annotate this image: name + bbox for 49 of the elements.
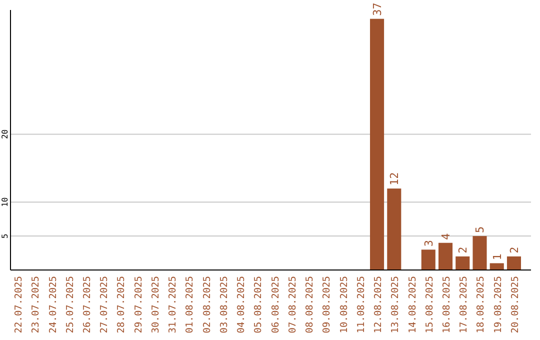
x-tick-label: 01.08.2025 (184, 276, 196, 334)
x-tick-label: 31.07.2025 (168, 276, 179, 334)
bar (387, 188, 402, 270)
x-tick-label: 09.08.2025 (322, 276, 333, 334)
x-tick-label: 02.08.2025 (202, 276, 213, 334)
y-tick-label: 5 (0, 233, 10, 238)
data-label: 2 (456, 246, 470, 254)
x-tick-label: 28.07.2025 (116, 276, 128, 334)
bar (506, 256, 521, 270)
bar (456, 256, 470, 270)
x-tick-label: 29.07.2025 (133, 276, 144, 334)
x-tick-label: 16.08.2025 (442, 276, 453, 334)
data-label: 1 (490, 254, 504, 260)
x-tick-label: 05.08.2025 (253, 276, 264, 334)
x-tick-label: 15.08.2025 (424, 276, 436, 334)
x-tick-label: 06.08.2025 (270, 276, 282, 334)
x-tick-label: 22.07.2025 (14, 276, 25, 334)
x-tick-label: 19.08.2025 (492, 276, 504, 334)
x-tick-label: 24.07.2025 (48, 276, 59, 334)
x-tick-label: 30.07.2025 (150, 276, 162, 334)
x-tick-label: 25.07.2025 (64, 276, 76, 334)
y-tick-label: 10 (0, 197, 10, 207)
x-tick-label: 17.08.2025 (458, 276, 470, 334)
x-tick-label: 12.08.2025 (373, 276, 384, 334)
bar (421, 250, 436, 270)
bar (490, 263, 504, 270)
data-label: 12 (388, 172, 402, 186)
x-tick-label: 07.08.2025 (287, 276, 298, 334)
x-tick-label: 10.08.2025 (338, 276, 350, 334)
bar (438, 242, 453, 270)
bar (370, 18, 384, 270)
data-label: 2 (508, 246, 521, 254)
x-tick-label: 23.07.2025 (30, 276, 42, 334)
data-label: 4 (440, 232, 453, 240)
y-tick-label: 20 (0, 129, 10, 140)
x-tick-label: 20.08.2025 (510, 276, 521, 334)
bar (472, 236, 487, 270)
x-tick-label: 11.08.2025 (356, 276, 367, 334)
x-tick-label: 18.08.2025 (476, 276, 487, 334)
x-tick-label: 27.07.2025 (99, 276, 110, 334)
x-tick-label: 14.08.2025 (407, 276, 418, 334)
data-label: 3 (422, 240, 436, 247)
x-tick-label: 13.08.2025 (390, 276, 402, 334)
x-tick-label: 08.08.2025 (304, 276, 316, 334)
data-label: 5 (474, 226, 487, 234)
x-tick-label: 03.08.2025 (218, 276, 230, 334)
x-tick-label: 04.08.2025 (236, 276, 248, 334)
data-label: 37 (371, 2, 384, 16)
x-tick-label: 26.07.2025 (82, 276, 93, 334)
